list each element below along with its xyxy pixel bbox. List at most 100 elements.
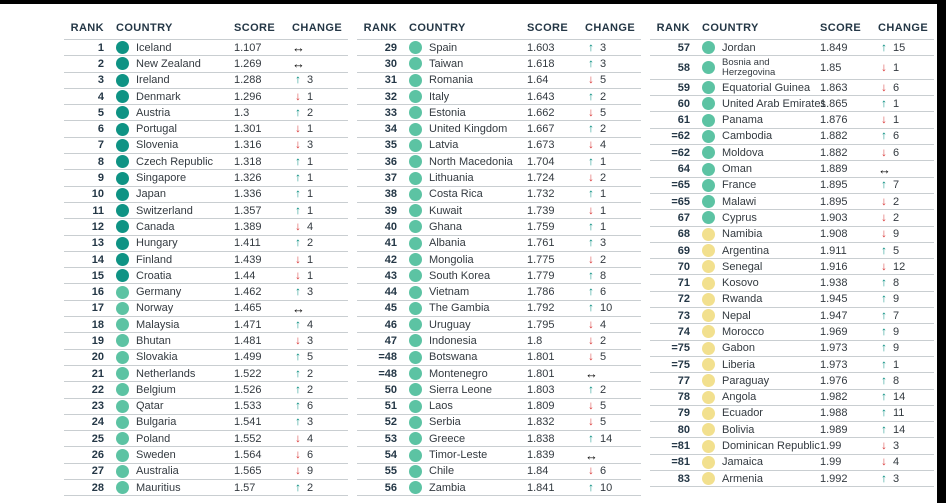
change-cell: ↑ 2 — [292, 384, 348, 396]
change-arrow-icon: ↓ — [588, 318, 594, 331]
change-value: 4 — [600, 139, 607, 152]
country-label: Armenia — [722, 472, 763, 485]
change-cell: ↓ 6 — [878, 82, 934, 94]
score-cell: 1.865 — [820, 97, 848, 110]
rank-cell: 41 — [384, 237, 397, 250]
rank-cell: 27 — [91, 465, 104, 478]
change-arrow-icon: ↑ — [588, 269, 594, 282]
table-row: 47 Indonesia 1.8 ↓ 2 — [357, 333, 641, 350]
change-value: 3 — [307, 286, 314, 299]
change-value: 7 — [893, 179, 900, 192]
change-value: 3 — [600, 237, 607, 250]
change-cell: ↓ 5 — [585, 416, 641, 428]
score-cell: 1.911 — [820, 244, 847, 257]
score-cell: 1.982 — [820, 391, 848, 404]
change-cell: ↓ 2 — [585, 335, 641, 347]
peace-tier-dot — [702, 195, 715, 209]
change-cell: ↑ 9 — [878, 293, 934, 305]
peace-tier-dot — [702, 146, 715, 160]
change-value: 4 — [600, 318, 607, 331]
country-label: Belgium — [136, 383, 176, 396]
peace-tier-dot — [409, 301, 422, 315]
country-label: Zambia — [429, 481, 466, 494]
country-label: Sierra Leone — [429, 383, 492, 396]
table-row: 25 Poland 1.552 ↓ 4 — [64, 431, 348, 448]
peace-tier-dot — [116, 57, 129, 71]
rank-cell: 22 — [91, 383, 104, 396]
change-cell: ↑ 4 — [292, 319, 348, 331]
peace-tier-dot — [702, 325, 715, 339]
peace-tier-dot — [702, 97, 715, 111]
country-label: Costa Rica — [429, 188, 483, 201]
country-label: Slovakia — [136, 351, 178, 364]
table-row: =81 Jamaica 1.99 ↓ 4 — [650, 455, 934, 472]
country-label: Singapore — [136, 172, 187, 185]
country-label: Cambodia — [722, 130, 773, 143]
score-cell: 1.8 — [527, 334, 543, 347]
score-cell: 1.976 — [820, 374, 848, 387]
change-cell: ↑ 3 — [878, 473, 934, 485]
change-cell: ↓ 1 — [878, 62, 934, 74]
change-cell: ↑ 9 — [878, 326, 934, 338]
rank-cell: 9 — [97, 172, 104, 185]
country-label: Mongolia — [429, 253, 474, 266]
change-arrow-icon: ↑ — [881, 309, 887, 322]
rank-cell: 61 — [677, 114, 690, 127]
change-value: 1 — [600, 155, 607, 168]
table-row: 51 Laos 1.809 ↓ 5 — [357, 399, 641, 415]
change-arrow-icon: ↓ — [588, 204, 594, 217]
table-row: 78 Angola 1.982 ↑ 14 — [650, 390, 934, 406]
change-value: 2 — [600, 253, 607, 266]
table-row: 16 Germany 1.462 ↑ 3 — [64, 284, 348, 301]
score-cell: 1.863 — [820, 81, 848, 94]
country-label: Angola — [722, 391, 757, 404]
change-value: 2 — [307, 237, 314, 250]
change-value: 6 — [600, 286, 607, 299]
change-value: 8 — [893, 374, 900, 387]
change-value: 5 — [893, 244, 900, 257]
table-row: 32 Italy 1.643 ↑ 2 — [357, 89, 641, 106]
score-cell: 1.288 — [234, 74, 262, 87]
table-row: =62 Cambodia 1.882 ↑ 6 — [650, 129, 934, 146]
table-row: =65 France 1.895 ↑ 7 — [650, 178, 934, 194]
table-row: 38 Costa Rica 1.732 ↑ 1 — [357, 187, 641, 203]
change-arrow-icon: ↓ — [588, 465, 594, 478]
score-cell: 1.903 — [820, 211, 848, 224]
score-cell: 1.471 — [234, 318, 262, 331]
table-row: 53 Greece 1.838 ↑ 14 — [357, 431, 641, 448]
change-arrow-icon: ↓ — [881, 228, 887, 241]
change-cell: ↓ 3 — [292, 335, 348, 347]
score-cell: 1.739 — [527, 204, 555, 217]
peace-tier-dot — [702, 358, 715, 372]
table-row: 57 Jordan 1.849 ↑ 15 — [650, 40, 934, 57]
peace-tier-dot — [116, 285, 129, 299]
rank-cell: 18 — [91, 318, 104, 331]
table-row: 64 Oman 1.889 ↔ — [650, 161, 934, 178]
score-cell: 1.296 — [234, 90, 262, 103]
table-row: 4 Denmark 1.296 ↓ 1 — [64, 89, 348, 106]
change-arrow-icon: ↔ — [292, 40, 305, 56]
change-arrow-icon: ↑ — [881, 358, 887, 371]
rank-cell: 77 — [677, 374, 690, 387]
rank-cell: 31 — [384, 74, 397, 87]
country-label: Laos — [429, 400, 453, 413]
table-row: 58 Bosnia and Herzegovina 1.85 ↓ 1 — [650, 56, 934, 80]
change-cell: ↑ 14 — [878, 391, 934, 403]
table-row: 55 Chile 1.84 ↓ 6 — [357, 464, 641, 481]
change-cell: ↑ 1 — [292, 205, 348, 217]
change-cell: ↑ 15 — [878, 42, 934, 54]
rank-cell: 50 — [384, 383, 397, 396]
change-value: 2 — [600, 172, 607, 185]
change-arrow-icon: ↓ — [588, 139, 594, 152]
table-row: 70 Senegal 1.916 ↓ 12 — [650, 259, 934, 276]
rank-cell: =48 — [378, 367, 397, 380]
score-cell: 1.973 — [820, 342, 848, 355]
change-arrow-icon: ↑ — [881, 325, 887, 338]
table-row: 71 Kosovo 1.938 ↑ 8 — [650, 275, 934, 292]
peace-tier-dot — [702, 113, 715, 127]
peace-tier-dot — [702, 341, 715, 355]
score-cell: 1.889 — [820, 163, 848, 176]
change-cell: ↑ 10 — [585, 302, 641, 314]
rank-cell: =48 — [378, 351, 397, 364]
top-border-bar — [0, 0, 946, 4]
